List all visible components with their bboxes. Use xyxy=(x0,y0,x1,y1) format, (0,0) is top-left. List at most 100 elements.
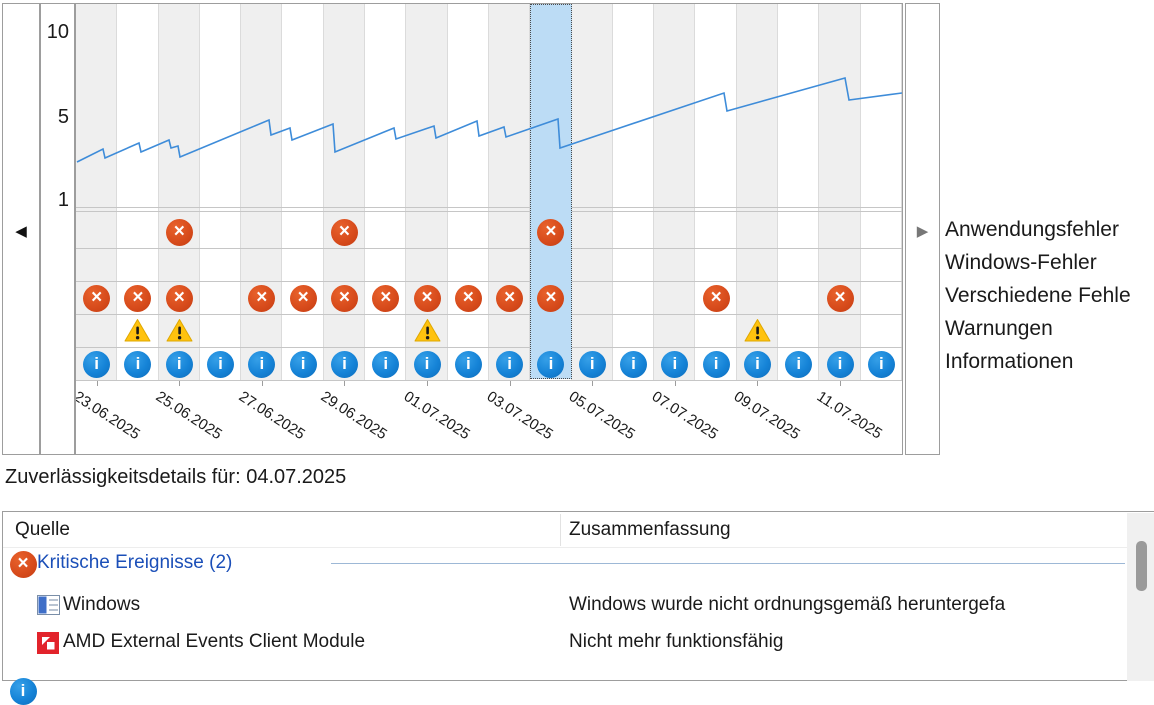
group-row[interactable]: × Kritische Ereignisse (2) xyxy=(3,549,1154,581)
grid-line xyxy=(76,211,902,212)
info-icon: i xyxy=(867,350,895,378)
amd-icon xyxy=(37,632,59,659)
reliability-chart: ◀ 10 5 1 × × × × × × × × × × × × × × × × i i i i i i i i i i i i i i i… xyxy=(2,3,940,455)
day-column-27.06.2025[interactable] xyxy=(241,4,283,380)
day-column-25.06.2025[interactable] xyxy=(158,4,200,380)
chevron-right-icon[interactable]: ▶ xyxy=(916,223,929,240)
error-icon: × xyxy=(537,284,565,312)
x-tick xyxy=(427,381,429,386)
day-column-30.06.2025[interactable] xyxy=(365,4,407,380)
info-icon: i xyxy=(207,350,235,378)
event-summary: Nicht mehr funktionsfähig xyxy=(569,631,784,652)
y-axis-label-1: 1 xyxy=(57,189,69,211)
day-column-11.07.2025[interactable] xyxy=(819,4,861,380)
scroll-left-panel: ◀ xyxy=(2,3,40,455)
info-icon: i xyxy=(83,350,111,378)
info-icon: i xyxy=(578,350,606,378)
day-column-08.07.2025[interactable] xyxy=(696,4,737,380)
info-icon: i xyxy=(289,350,317,378)
x-tick xyxy=(674,381,676,386)
scrollbar[interactable] xyxy=(1127,513,1154,681)
x-axis-date-label: 01.07.2025 xyxy=(400,388,474,444)
event-row[interactable]: AMD External Events Client Module Nicht m… xyxy=(3,628,1154,665)
day-column-01.07.2025[interactable] xyxy=(406,4,448,380)
x-axis-date-label: 25.06.2025 xyxy=(152,388,226,444)
error-icon: × xyxy=(248,284,276,312)
info-icon: i xyxy=(537,350,565,378)
plot-area: × × × × × × × × × × × × × × × × i i i i i i i i i i i i i i i i i i i i 23.0… xyxy=(75,3,903,455)
error-icon: × xyxy=(702,284,730,312)
event-row[interactable]: Windows Windows wurde nicht ordnungsgemäß… xyxy=(3,591,1154,628)
day-column-29.06.2025[interactable] xyxy=(323,4,366,380)
y-axis: 10 5 1 xyxy=(40,3,75,455)
group-label: Kritische Ereignisse (2) xyxy=(37,552,233,573)
x-tick xyxy=(179,381,181,386)
legend-item-1: Anwendungsfehler xyxy=(945,217,1119,241)
day-column-23.06.2025[interactable] xyxy=(76,4,118,380)
day-column-12.07.2025[interactable] xyxy=(861,4,902,380)
error-icon: × xyxy=(413,284,441,312)
error-icon: × xyxy=(9,551,37,578)
x-tick xyxy=(261,381,263,386)
info-icon: i xyxy=(661,350,689,378)
warning-icon xyxy=(124,318,151,343)
error-icon: × xyxy=(124,284,152,312)
x-axis-date-label: 05.07.2025 xyxy=(565,388,639,444)
warning-icon xyxy=(166,318,193,343)
info-icon: i xyxy=(702,350,730,378)
day-column-05.07.2025[interactable] xyxy=(571,4,613,380)
selected-day-column[interactable] xyxy=(530,4,572,379)
column-divider[interactable] xyxy=(560,514,561,546)
x-tick xyxy=(592,381,594,386)
grid-line xyxy=(76,207,902,208)
error-icon: × xyxy=(372,284,400,312)
y-axis-label-10: 10 xyxy=(46,21,69,43)
column-header-summary[interactable]: Zusammenfassung xyxy=(569,519,731,540)
day-column-24.06.2025[interactable] xyxy=(117,4,159,380)
warning-icon xyxy=(414,318,441,343)
x-tick xyxy=(840,381,842,386)
table-header-row: Quelle Zusammenfassung xyxy=(3,512,1154,548)
day-column-07.07.2025[interactable] xyxy=(654,4,696,380)
column-header-source[interactable]: Quelle xyxy=(15,519,70,540)
error-icon: × xyxy=(330,284,358,312)
info-icon: i xyxy=(372,350,400,378)
info-icon: i xyxy=(496,350,524,378)
scroll-right-panel: ▶ xyxy=(905,3,940,455)
grid-line xyxy=(76,347,902,348)
x-axis-date-label: 27.06.2025 xyxy=(235,388,308,444)
x-axis-date-label: 23.06.2025 xyxy=(75,388,143,444)
x-tick xyxy=(757,381,759,386)
day-column-10.07.2025[interactable] xyxy=(778,4,820,380)
legend-item-5: Informationen xyxy=(945,349,1074,373)
x-axis-date-label: 07.07.2025 xyxy=(648,388,721,444)
error-icon: × xyxy=(826,284,854,312)
x-tick xyxy=(344,381,346,386)
day-column-02.07.2025[interactable] xyxy=(448,4,489,380)
event-source: AMD External Events Client Module xyxy=(63,631,366,652)
day-column-09.07.2025[interactable] xyxy=(736,4,779,380)
error-icon: × xyxy=(330,218,358,246)
x-axis-date-label: 11.07.2025 xyxy=(813,388,886,443)
info-icon: i xyxy=(743,350,771,378)
event-summary: Windows wurde nicht ordnungsgemäß herunt… xyxy=(569,594,1006,615)
error-icon: × xyxy=(454,284,482,312)
day-column-26.06.2025[interactable] xyxy=(200,4,242,380)
y-axis-label-5: 5 xyxy=(57,106,69,128)
chevron-left-icon[interactable]: ◀ xyxy=(15,223,27,240)
day-column-06.07.2025[interactable] xyxy=(613,4,655,380)
legend-item-4: Warnungen xyxy=(945,316,1053,340)
info-icon: i xyxy=(413,350,441,378)
event-source: Windows xyxy=(63,594,141,615)
stability-index-line xyxy=(76,76,902,163)
info-icon: i xyxy=(330,350,358,378)
day-column-03.07.2025[interactable] xyxy=(489,4,531,380)
info-icon: i xyxy=(454,350,482,378)
info-icon: i xyxy=(620,350,648,378)
grid-line xyxy=(76,314,902,315)
day-column-28.06.2025[interactable] xyxy=(283,4,324,380)
error-icon: × xyxy=(83,284,111,312)
grid-line xyxy=(76,380,902,381)
info-icon: i xyxy=(785,350,813,378)
scrollbar-thumb[interactable] xyxy=(1136,541,1147,591)
